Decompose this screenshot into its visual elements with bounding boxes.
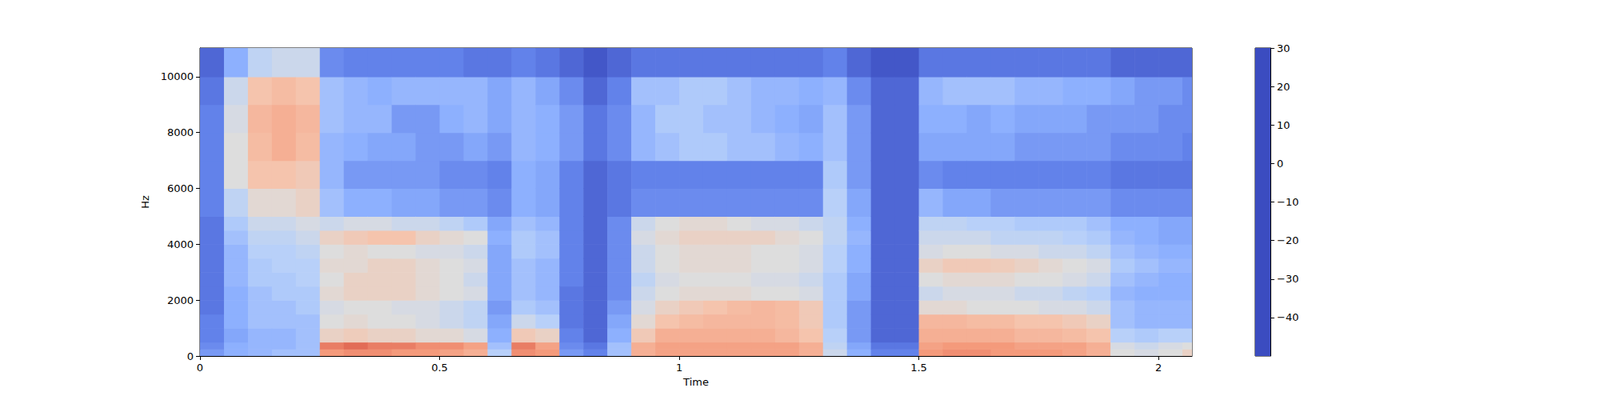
- svg-text:30: 30: [1276, 42, 1291, 55]
- svg-text:1.5: 1.5: [910, 361, 928, 374]
- svg-text:0: 0: [1276, 157, 1284, 170]
- svg-text:6000: 6000: [167, 182, 194, 195]
- svg-text:Hz: Hz: [139, 195, 152, 209]
- svg-text:−40: −40: [1276, 311, 1299, 324]
- svg-text:−30: −30: [1276, 272, 1299, 285]
- svg-text:20: 20: [1276, 80, 1291, 93]
- svg-text:8000: 8000: [167, 126, 194, 139]
- svg-text:2000: 2000: [167, 294, 194, 307]
- svg-text:−10: −10: [1276, 196, 1299, 208]
- svg-text:−20: −20: [1276, 234, 1299, 247]
- svg-text:10: 10: [1276, 119, 1291, 132]
- svg-text:10000: 10000: [160, 70, 194, 83]
- svg-text:2: 2: [1155, 361, 1162, 374]
- svg-text:4000: 4000: [167, 238, 194, 251]
- svg-text:0.5: 0.5: [431, 361, 448, 374]
- svg-text:0: 0: [196, 361, 204, 374]
- svg-text:1: 1: [676, 361, 683, 374]
- svg-text:0: 0: [187, 350, 194, 363]
- svg-text:Time: Time: [682, 376, 709, 388]
